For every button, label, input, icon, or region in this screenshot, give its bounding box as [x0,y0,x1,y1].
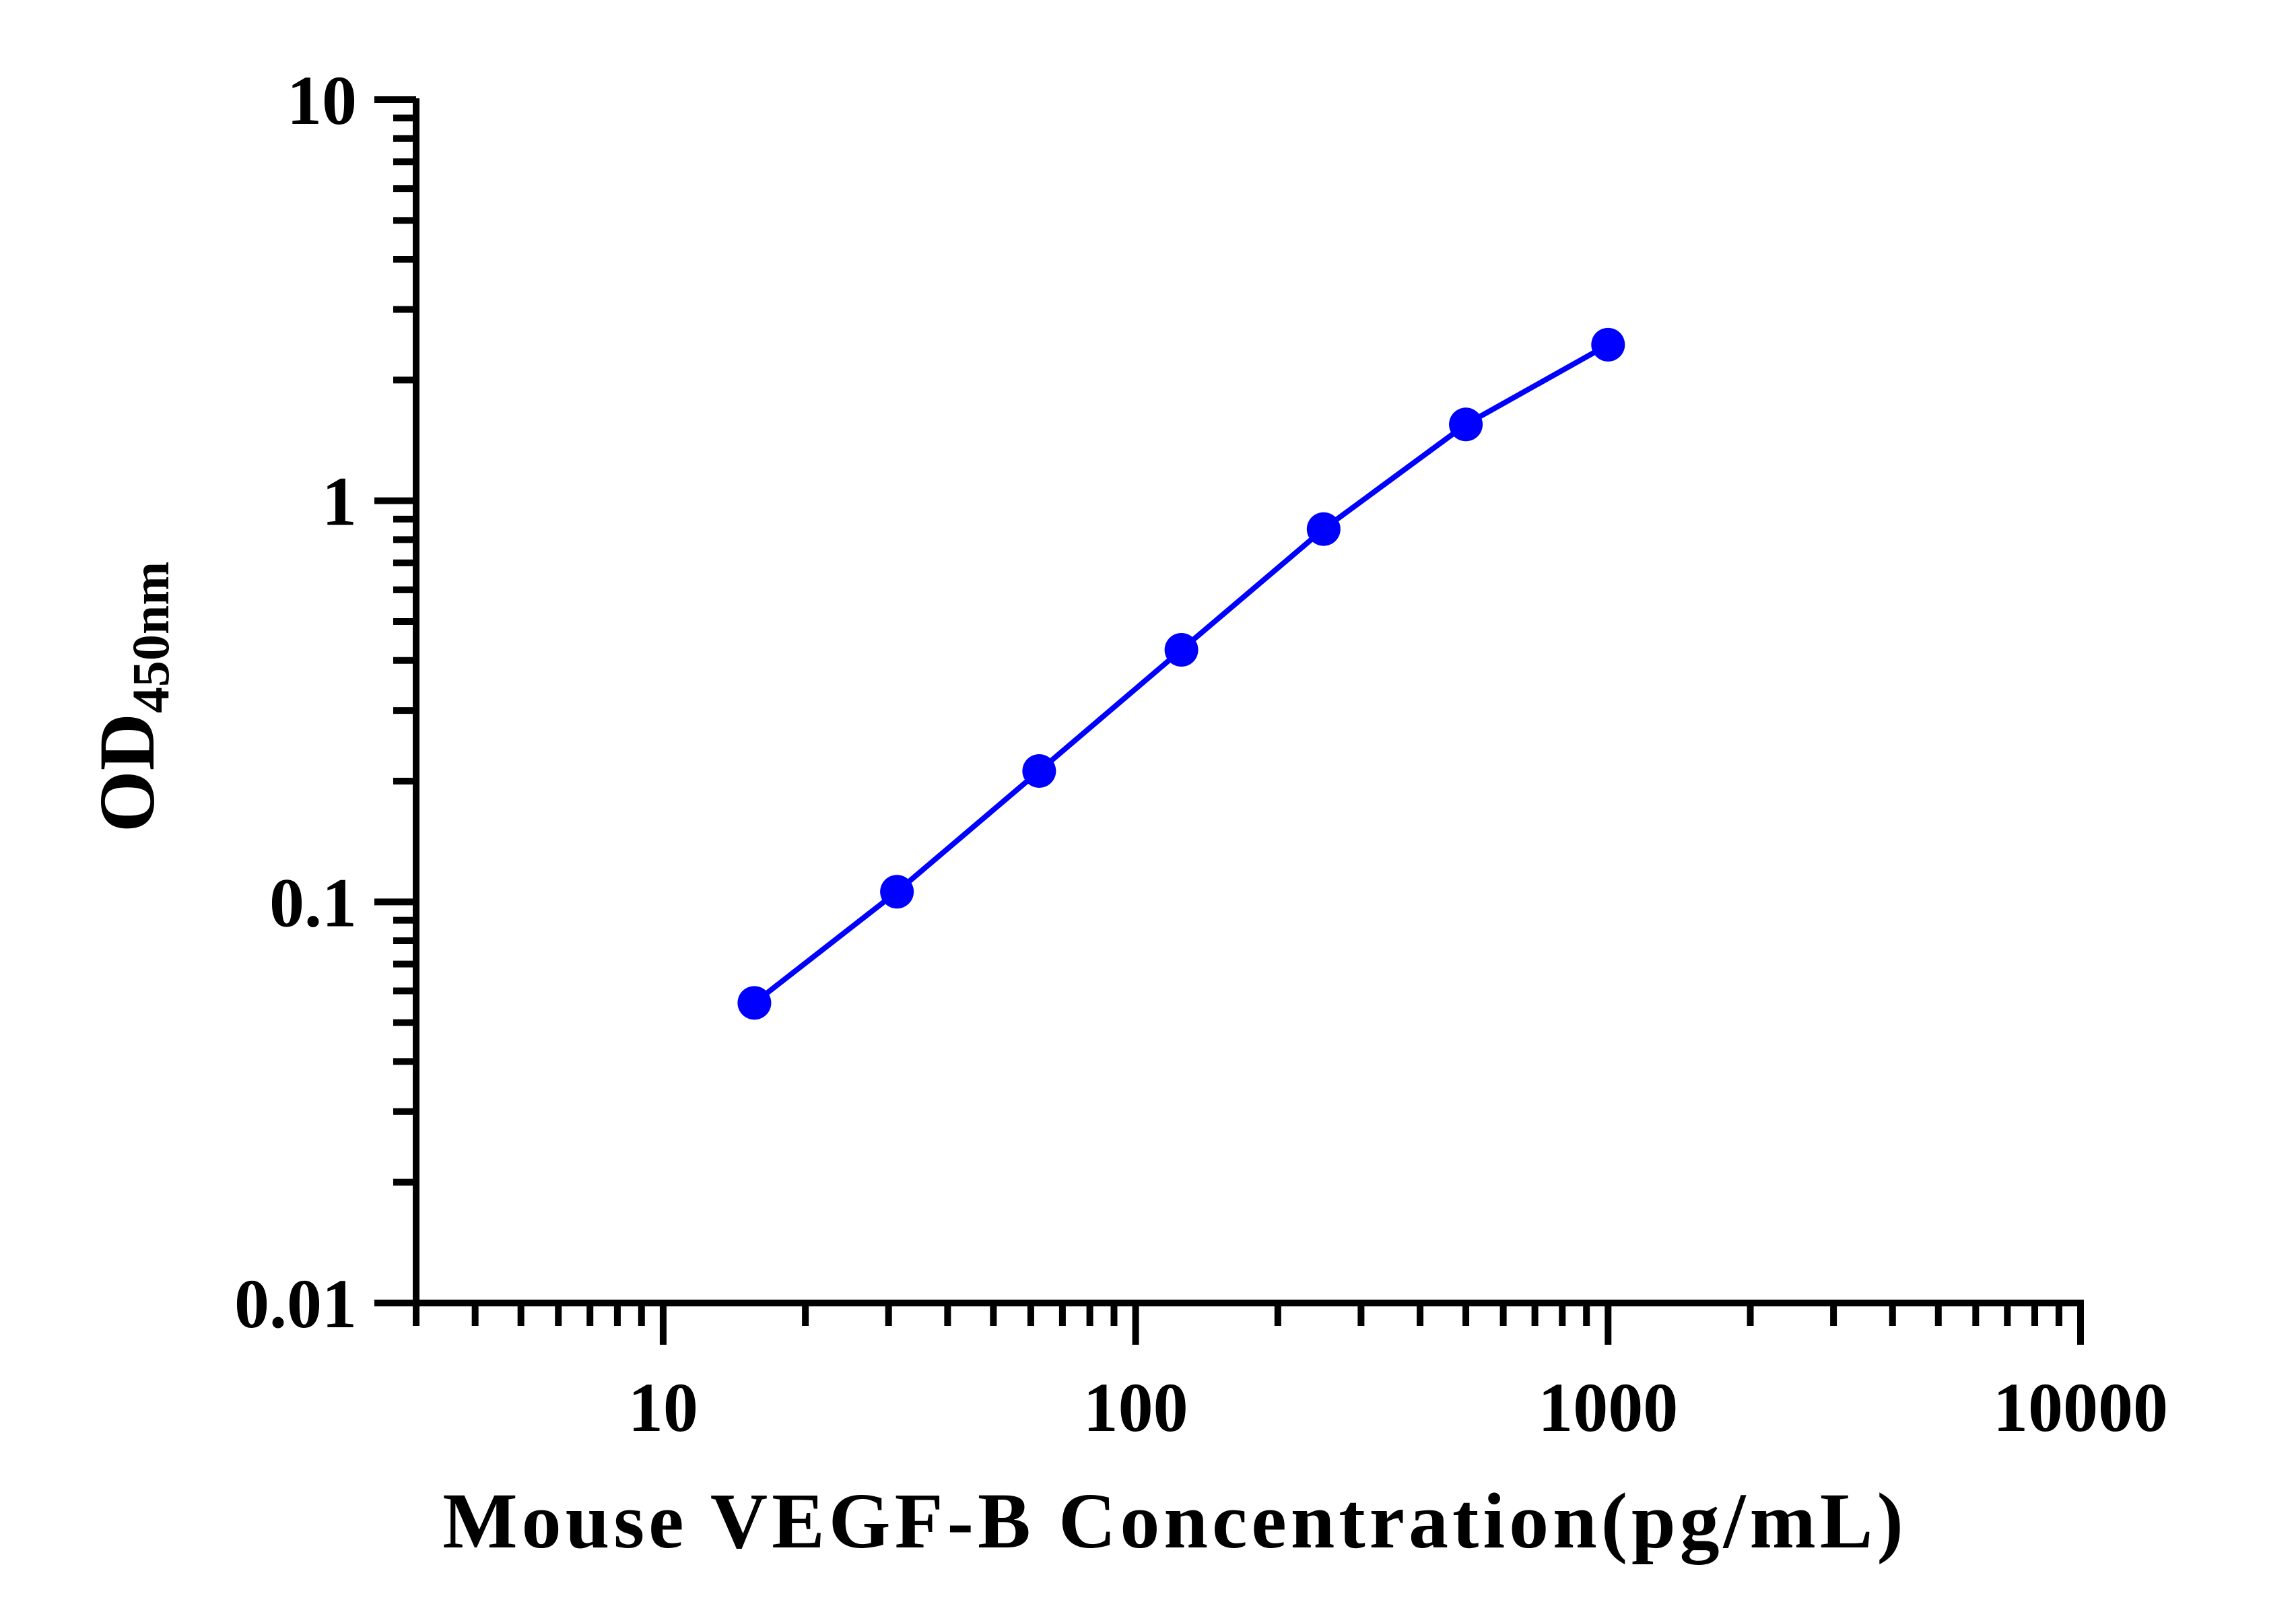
data-point [1306,512,1341,546]
data-point [1022,754,1056,788]
y-tick-label: 0.1 [269,864,357,941]
series-layer [737,327,1625,1020]
x-tick-label: 1000 [1538,1369,1678,1446]
y-tick-label: 0.01 [234,1265,357,1343]
x-tick-label: 100 [1083,1369,1188,1446]
y-tick-label: 1 [322,463,357,541]
y-axis: 0.01 0.1 1 10 [234,62,419,1343]
x-axis: 10 100 1000 10000 [413,1300,2168,1446]
data-point [1449,407,1483,442]
y-axis-title-main: OD [83,713,171,832]
x-tick-label: 10 [628,1369,698,1446]
y-axis-title: OD450nm [83,562,180,832]
data-point [1164,633,1198,667]
series-line [752,342,1610,1005]
x-axis-title: Mouse VEGF-B Concentration(pg/mL) [442,1477,1907,1565]
y-axis-title-subscript: 450nm [121,562,180,713]
x-tick-label: 10000 [1993,1369,2168,1446]
data-point [880,875,914,909]
y-tick-label: 10 [287,62,357,139]
data-point [1591,327,1625,362]
data-point [737,986,772,1020]
